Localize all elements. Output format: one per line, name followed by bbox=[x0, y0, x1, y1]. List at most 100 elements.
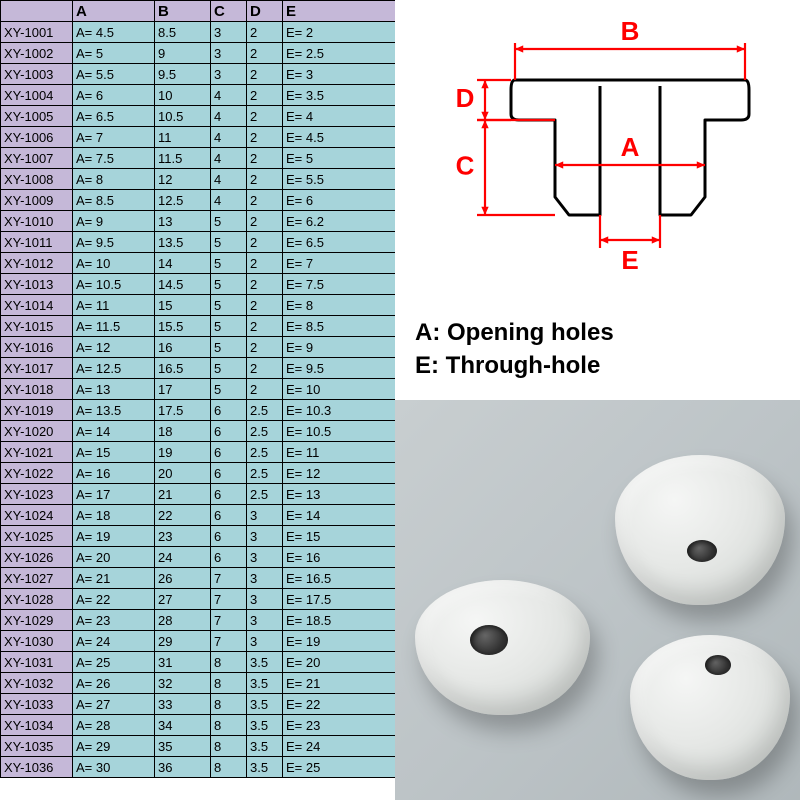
plug-shape bbox=[415, 580, 590, 715]
table-row: XY-1010A= 91352E= 6.2 bbox=[1, 211, 396, 232]
table-row: XY-1029A= 232873E= 18.5 bbox=[1, 610, 396, 631]
cell-c: 4 bbox=[211, 169, 247, 190]
cell-c: 4 bbox=[211, 127, 247, 148]
cell-d: 3.5 bbox=[247, 757, 283, 778]
cell-d: 2 bbox=[247, 43, 283, 64]
table-row: XY-1025A= 192363E= 15 bbox=[1, 526, 396, 547]
dimension-labels: BDCAE bbox=[456, 16, 640, 275]
cell-id: XY-1034 bbox=[1, 715, 73, 736]
cell-a: A= 15 bbox=[73, 442, 155, 463]
cell-id: XY-1014 bbox=[1, 295, 73, 316]
cell-a: A= 5.5 bbox=[73, 64, 155, 85]
cell-c: 6 bbox=[211, 463, 247, 484]
cell-b: 33 bbox=[155, 694, 211, 715]
cell-d: 3 bbox=[247, 505, 283, 526]
cell-a: A= 10.5 bbox=[73, 274, 155, 295]
cell-id: XY-1035 bbox=[1, 736, 73, 757]
col-header-c: C bbox=[211, 1, 247, 22]
cell-b: 19 bbox=[155, 442, 211, 463]
cell-d: 2 bbox=[247, 148, 283, 169]
cell-d: 3 bbox=[247, 526, 283, 547]
cell-e: E= 10 bbox=[283, 379, 396, 400]
cell-id: XY-1005 bbox=[1, 106, 73, 127]
cell-e: E= 7 bbox=[283, 253, 396, 274]
cell-c: 6 bbox=[211, 442, 247, 463]
cell-id: XY-1029 bbox=[1, 610, 73, 631]
table-row: XY-1003A= 5.59.532E= 3 bbox=[1, 64, 396, 85]
cell-id: XY-1023 bbox=[1, 484, 73, 505]
cell-d: 2 bbox=[247, 232, 283, 253]
cell-d: 2 bbox=[247, 211, 283, 232]
cell-id: XY-1002 bbox=[1, 43, 73, 64]
cell-id: XY-1017 bbox=[1, 358, 73, 379]
cell-b: 12 bbox=[155, 169, 211, 190]
cell-d: 3.5 bbox=[247, 673, 283, 694]
cell-e: E= 25 bbox=[283, 757, 396, 778]
cell-d: 2.5 bbox=[247, 442, 283, 463]
legend-line-a: A: Opening holes bbox=[415, 317, 614, 349]
cell-b: 32 bbox=[155, 673, 211, 694]
cell-a: A= 5 bbox=[73, 43, 155, 64]
cell-b: 34 bbox=[155, 715, 211, 736]
cell-b: 21 bbox=[155, 484, 211, 505]
right-panel: BDCAE A: Opening holes E: Through-hole bbox=[395, 0, 800, 800]
cell-id: XY-1032 bbox=[1, 673, 73, 694]
cell-e: E= 15 bbox=[283, 526, 396, 547]
diagram-legend: A: Opening holes E: Through-hole bbox=[415, 317, 614, 382]
cell-a: A= 11 bbox=[73, 295, 155, 316]
cell-e: E= 14 bbox=[283, 505, 396, 526]
table-row: XY-1021A= 151962.5E= 11 bbox=[1, 442, 396, 463]
cell-c: 3 bbox=[211, 22, 247, 43]
cell-b: 20 bbox=[155, 463, 211, 484]
cell-id: XY-1030 bbox=[1, 631, 73, 652]
cell-b: 18 bbox=[155, 421, 211, 442]
dim-label-A: A bbox=[621, 132, 640, 162]
cell-e: E= 2.5 bbox=[283, 43, 396, 64]
cell-e: E= 10.5 bbox=[283, 421, 396, 442]
cell-d: 2 bbox=[247, 64, 283, 85]
table-row: XY-1024A= 182263E= 14 bbox=[1, 505, 396, 526]
cell-c: 8 bbox=[211, 694, 247, 715]
cell-e: E= 7.5 bbox=[283, 274, 396, 295]
cell-b: 13 bbox=[155, 211, 211, 232]
spec-table-panel: A B C D E XY-1001A= 4.58.532E= 2XY-1002A… bbox=[0, 0, 395, 800]
plug-hole bbox=[705, 655, 731, 675]
cell-d: 3 bbox=[247, 547, 283, 568]
page-container: A B C D E XY-1001A= 4.58.532E= 2XY-1002A… bbox=[0, 0, 800, 800]
cell-id: XY-1018 bbox=[1, 379, 73, 400]
cell-e: E= 5 bbox=[283, 148, 396, 169]
dim-label-E: E bbox=[621, 245, 638, 275]
table-row: XY-1023A= 172162.5E= 13 bbox=[1, 484, 396, 505]
cell-a: A= 6.5 bbox=[73, 106, 155, 127]
cell-a: A= 26 bbox=[73, 673, 155, 694]
cell-id: XY-1011 bbox=[1, 232, 73, 253]
table-row: XY-1034A= 283483.5E= 23 bbox=[1, 715, 396, 736]
product-photo bbox=[395, 400, 800, 800]
table-row: XY-1005A= 6.510.542E= 4 bbox=[1, 106, 396, 127]
cell-a: A= 30 bbox=[73, 757, 155, 778]
cell-d: 3.5 bbox=[247, 694, 283, 715]
cell-d: 2.5 bbox=[247, 463, 283, 484]
table-row: XY-1027A= 212673E= 16.5 bbox=[1, 568, 396, 589]
cell-a: A= 9 bbox=[73, 211, 155, 232]
cell-c: 6 bbox=[211, 484, 247, 505]
cell-a: A= 20 bbox=[73, 547, 155, 568]
cell-e: E= 2 bbox=[283, 22, 396, 43]
cell-a: A= 14 bbox=[73, 421, 155, 442]
cell-a: A= 6 bbox=[73, 85, 155, 106]
cell-e: E= 3 bbox=[283, 64, 396, 85]
cell-id: XY-1013 bbox=[1, 274, 73, 295]
cell-b: 14 bbox=[155, 253, 211, 274]
cell-a: A= 9.5 bbox=[73, 232, 155, 253]
cell-id: XY-1007 bbox=[1, 148, 73, 169]
cell-e: E= 9 bbox=[283, 337, 396, 358]
cell-d: 2 bbox=[247, 190, 283, 211]
cell-a: A= 21 bbox=[73, 568, 155, 589]
cell-b: 11 bbox=[155, 127, 211, 148]
cell-a: A= 8 bbox=[73, 169, 155, 190]
col-header-d: D bbox=[247, 1, 283, 22]
cell-a: A= 19 bbox=[73, 526, 155, 547]
cell-e: E= 5.5 bbox=[283, 169, 396, 190]
cell-b: 23 bbox=[155, 526, 211, 547]
table-row: XY-1026A= 202463E= 16 bbox=[1, 547, 396, 568]
